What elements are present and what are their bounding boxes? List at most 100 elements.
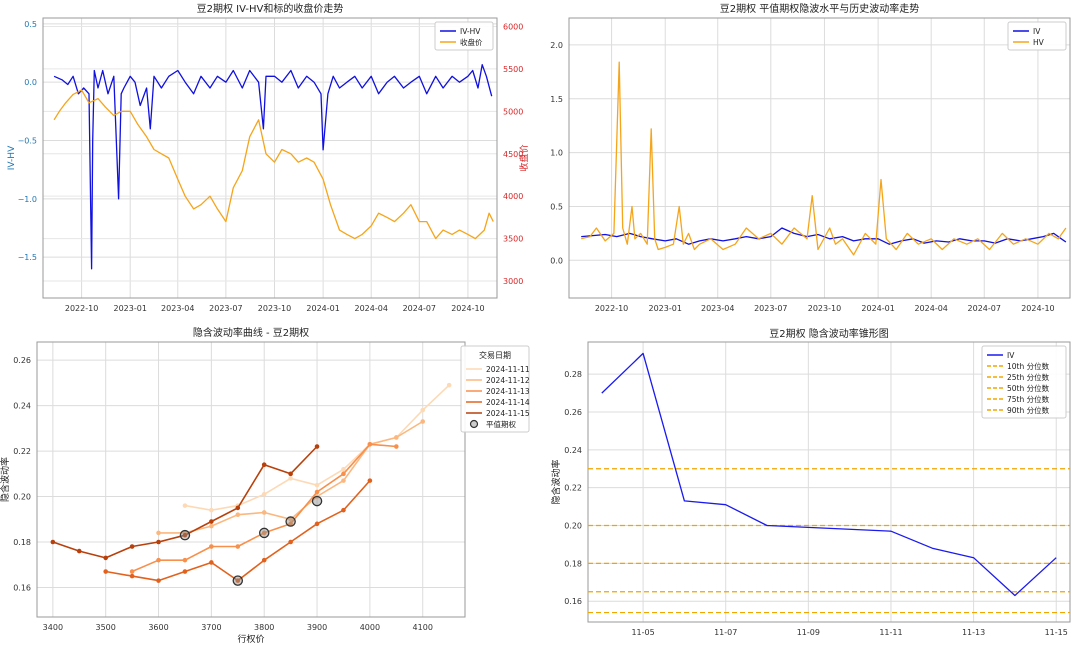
- data-point: [288, 539, 293, 545]
- x-tick-label: 11-09: [797, 628, 820, 637]
- chart-panel-p3: 隐含波动率曲线 - 豆2期权 3400 3500 3600 3700 3800 3900 40…: [0, 326, 530, 645]
- data-point: [209, 544, 214, 549]
- data-point: [156, 578, 161, 583]
- x-tick-label: 11-07: [714, 628, 737, 637]
- series-line-0: [53, 64, 493, 270]
- data-point: [394, 444, 399, 449]
- y-tick-label: 0.5: [24, 20, 37, 29]
- y-tick-label: 1.5: [550, 95, 563, 104]
- grid: [569, 18, 1070, 298]
- y-tick-label: 0.28: [564, 370, 582, 379]
- y-tick-label: 0.16: [13, 583, 31, 592]
- x-tick-label: 11-13: [962, 628, 985, 637]
- x-tick-label: 2023-04: [701, 304, 734, 313]
- legend-label: HV: [1033, 38, 1045, 47]
- data-point: [209, 507, 214, 513]
- x-tick-label: 2023-07: [209, 304, 242, 313]
- data-point: [182, 503, 188, 508]
- x-tick-label: 3400: [43, 623, 63, 632]
- data-point: [341, 471, 346, 477]
- x-tick-label: 11-11: [879, 628, 902, 637]
- legend-label: IV-HV: [460, 27, 481, 36]
- y2-tick-label: 5000: [503, 107, 523, 116]
- legend-label: 90th 分位数: [1007, 405, 1050, 415]
- y-axis-label: IV-HV: [7, 145, 17, 170]
- y-axis-label: 隐含波动率: [550, 459, 562, 504]
- data-point: [261, 530, 267, 536]
- atm-marker: [258, 527, 270, 539]
- series-line-4: [52, 445, 318, 559]
- legend-label: 50th 分位数: [1007, 383, 1050, 393]
- chart-title: 豆2期权 IV-HV和标的收盘价走势: [197, 2, 344, 15]
- y2-tick-label: 4000: [503, 192, 523, 201]
- data-point: [182, 557, 188, 563]
- x-tick-label: 2024-10: [1021, 304, 1054, 313]
- x-tick-label: 4100: [413, 623, 433, 632]
- y-tick-label: 0.24: [564, 446, 582, 455]
- data-point: [261, 462, 267, 468]
- data-point: [156, 557, 161, 563]
- data-point: [129, 573, 135, 579]
- data-point: [314, 489, 320, 495]
- data-point: [76, 548, 82, 554]
- plot-frame: [568, 17, 1071, 299]
- legend-label: 2024-11-15: [486, 409, 530, 418]
- legend-label: 2024-11-14: [486, 398, 530, 407]
- data-point: [182, 569, 188, 574]
- y2-tick-label: 3000: [503, 277, 523, 286]
- y-axis-label: 隐含波动率: [0, 457, 11, 502]
- x-tick-label: 2023-10: [808, 304, 841, 313]
- x-tick-label: 3900: [307, 623, 327, 632]
- legend-label: IV: [1033, 27, 1041, 36]
- y-tick-label: 0.16: [564, 597, 582, 606]
- x-tick-label: 2024-04: [914, 304, 947, 313]
- data-point: [209, 519, 214, 524]
- x-tick-label: 2024-07: [968, 304, 1001, 313]
- y-tick-label: 0.24: [13, 402, 31, 411]
- data-point: [446, 382, 452, 388]
- x-tick-label: 2024-01: [861, 304, 894, 313]
- y-tick-label: 2.0: [550, 41, 563, 50]
- y-tick-label: 0.26: [564, 408, 582, 417]
- data-point: [261, 510, 267, 515]
- legend-label: 2024-11-11: [486, 365, 530, 374]
- y-tick-label: 0.26: [13, 356, 31, 365]
- y2-tick-label: 6000: [503, 22, 523, 31]
- x-tick-label: 3800: [254, 623, 274, 632]
- y2-tick-label: 5500: [503, 65, 523, 74]
- data-point: [314, 482, 320, 488]
- y-tick-label: 0.0: [24, 78, 37, 87]
- y-tick-label: 0.20: [564, 522, 582, 531]
- data-point: [182, 532, 188, 538]
- y-tick-label: 0.0: [550, 256, 563, 265]
- x-tick-label: 3500: [96, 623, 116, 632]
- series-line-0: [601, 352, 1057, 597]
- data-point: [420, 419, 426, 424]
- legend-label: 25th 分位数: [1007, 372, 1050, 382]
- chart-title: 豆2期权 平值期权隐波水平与历史波动率走势: [720, 2, 920, 15]
- data-point: [156, 539, 161, 545]
- y-tick-label: 0.20: [13, 493, 31, 502]
- legend-label: 2024-11-13: [486, 387, 530, 396]
- legend-label: 收盘价: [460, 37, 483, 47]
- legend-label: IV: [1007, 351, 1015, 360]
- legend: IV HV: [1007, 21, 1067, 51]
- x-tick-label: 2022-10: [595, 304, 628, 313]
- data-point: [50, 539, 56, 545]
- chart-panel-p4: 豆2期权 隐含波动率锥形图 11-05 11-07 11-09 11-11 11-13 11…: [550, 327, 1071, 637]
- data-point: [341, 466, 346, 472]
- data-point: [129, 544, 135, 549]
- legend-title: 交易日期: [479, 350, 511, 360]
- data-point: [288, 471, 293, 477]
- atm-marker: [311, 495, 323, 507]
- legend-label: 2024-11-12: [486, 376, 530, 385]
- data-point: [209, 560, 214, 565]
- data-point: [156, 530, 161, 536]
- y2-axis-label: 收盘价: [518, 144, 530, 171]
- x-tick-label: 11-05: [631, 628, 654, 637]
- data-point: [367, 441, 373, 447]
- x-tick-label: 2023-07: [754, 304, 787, 313]
- y-tick-label: 0.18: [13, 538, 31, 547]
- x-tick-label: 2023-10: [258, 304, 291, 313]
